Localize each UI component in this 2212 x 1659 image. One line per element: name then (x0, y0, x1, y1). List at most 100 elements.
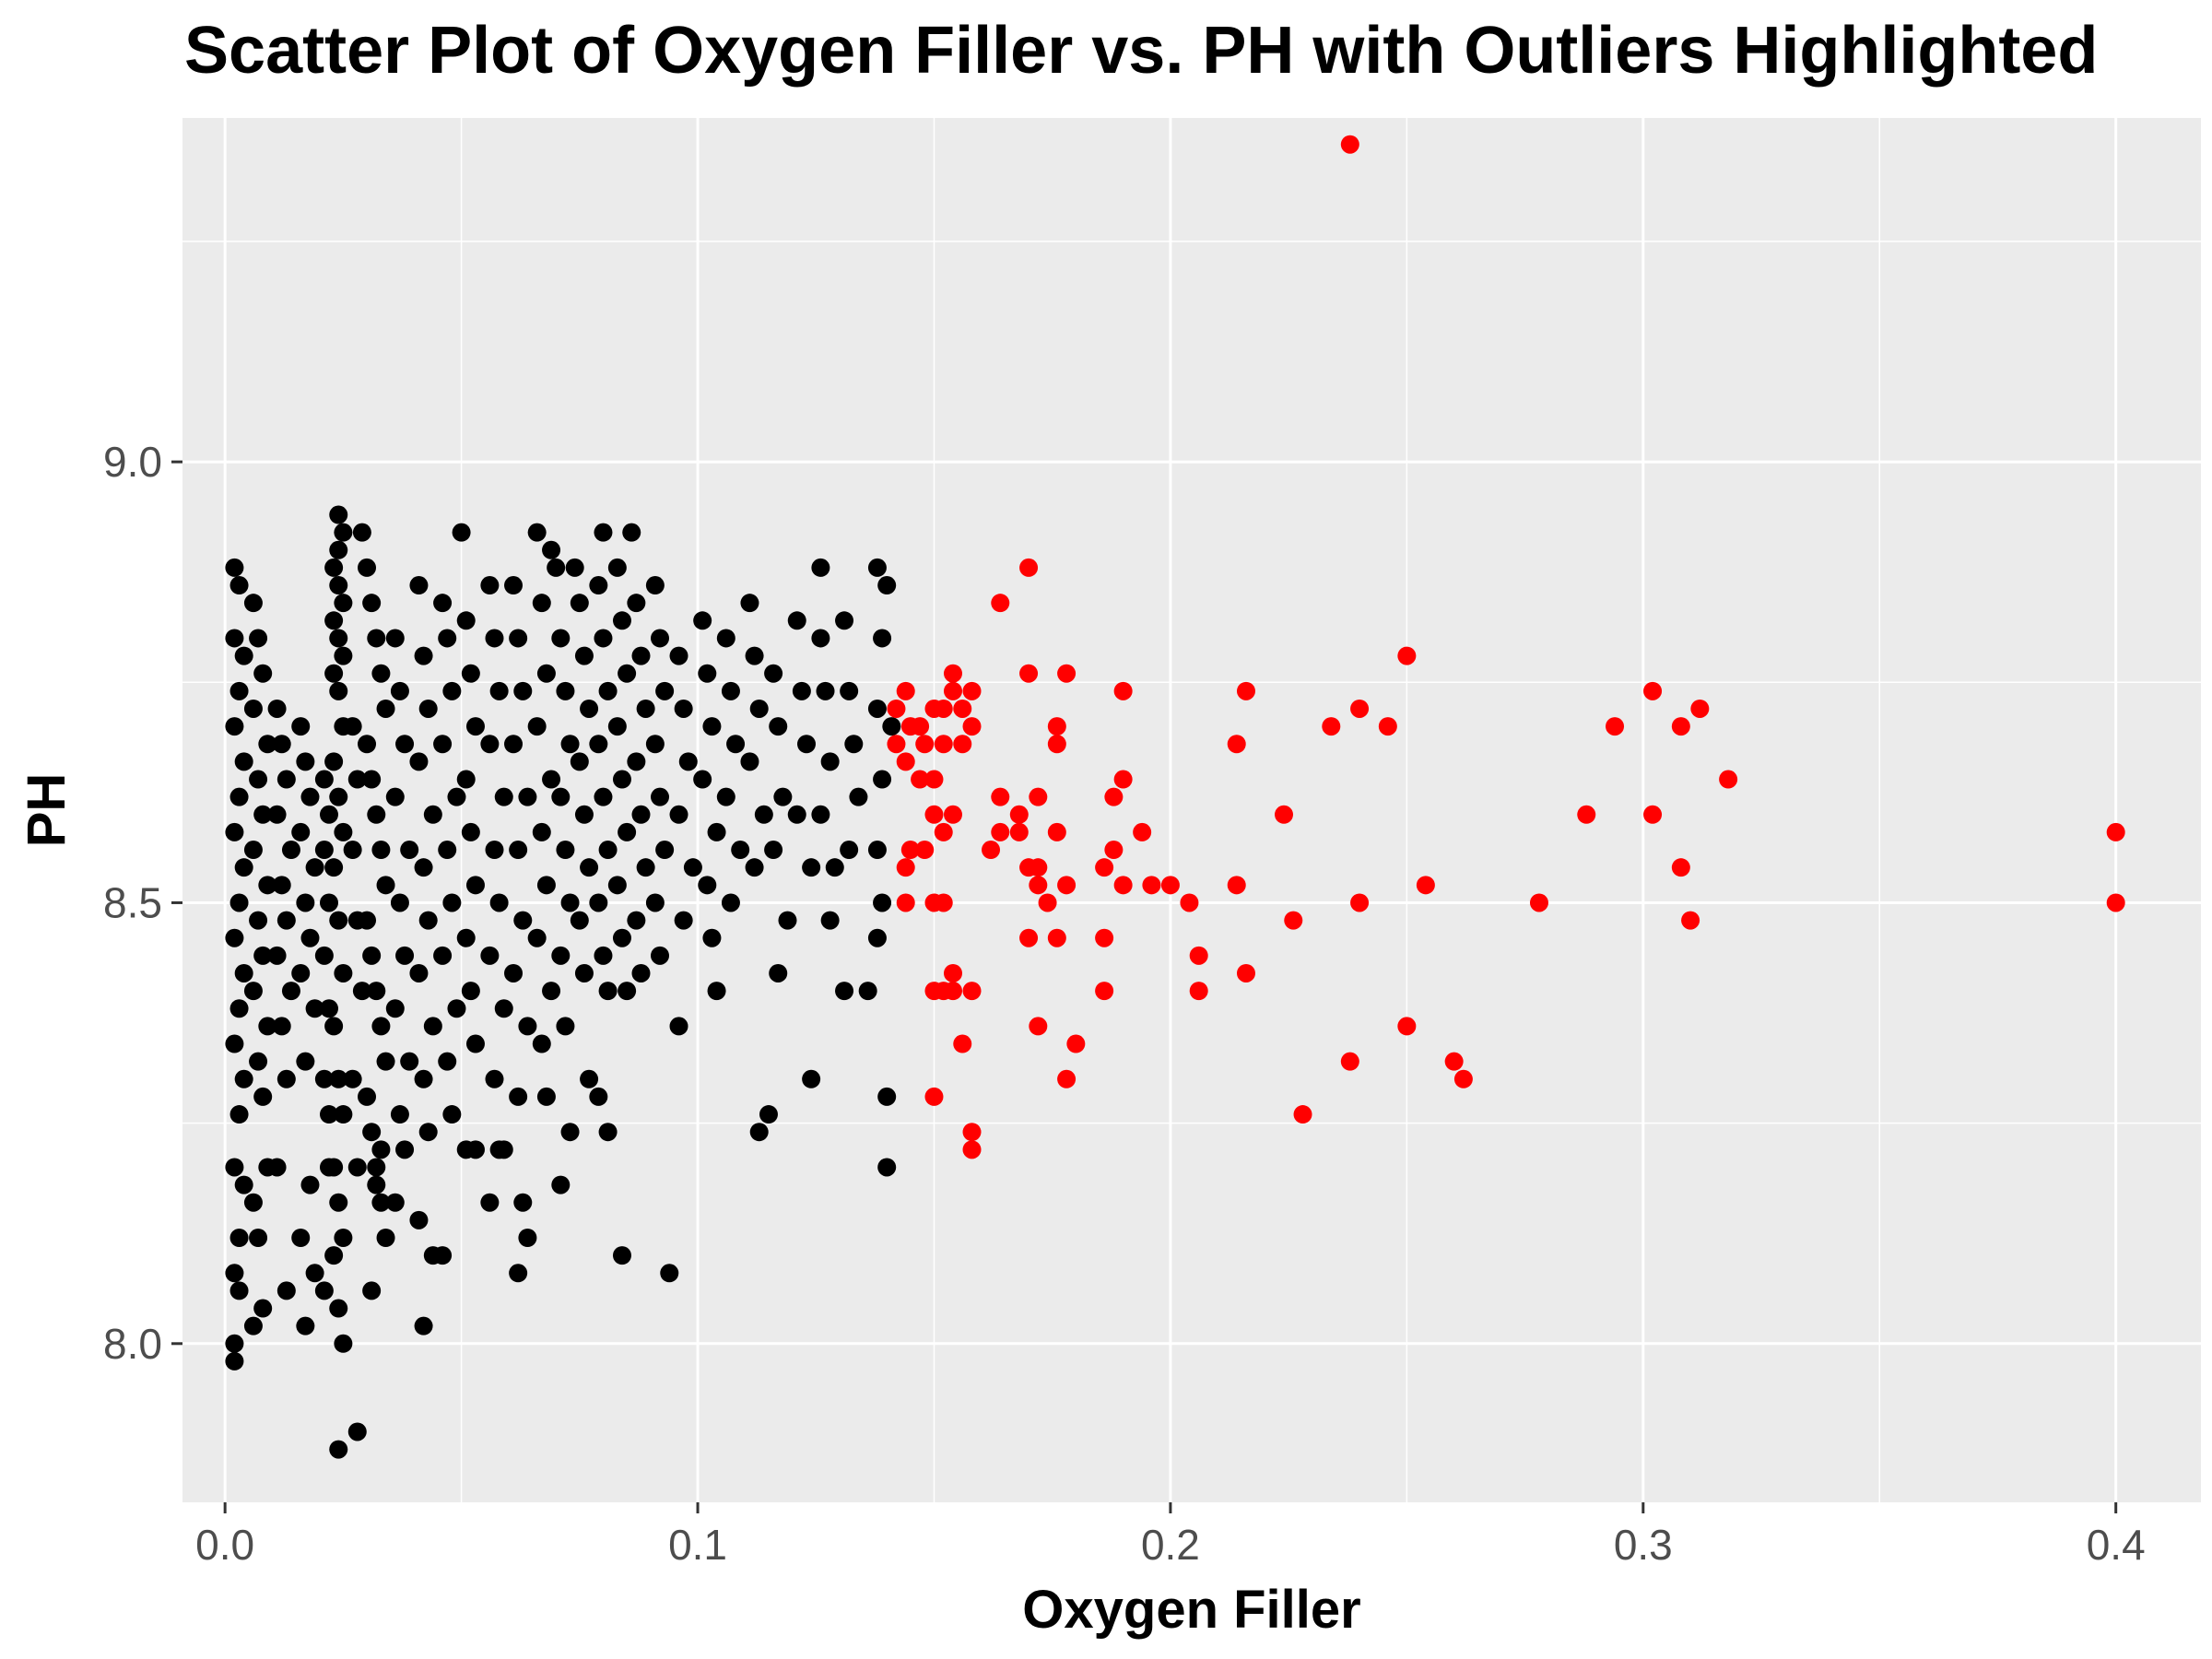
data-point (494, 999, 513, 1018)
outlier-point (1416, 876, 1435, 895)
data-point (272, 1017, 291, 1036)
outlier-point (1690, 699, 1710, 718)
data-point (385, 787, 405, 806)
data-point (367, 629, 386, 648)
data-point (329, 1440, 348, 1459)
data-point (645, 735, 665, 754)
data-point (385, 629, 405, 648)
data-point (532, 822, 551, 841)
data-point (452, 523, 471, 542)
data-point (693, 770, 712, 789)
outlier-point (943, 664, 962, 683)
data-point (631, 646, 651, 665)
data-point (234, 1175, 253, 1194)
data-point (234, 1069, 253, 1088)
data-point (414, 1316, 433, 1335)
outlier-point (1057, 664, 1077, 683)
data-point (423, 805, 442, 824)
data-point (249, 1052, 268, 1071)
data-point (362, 594, 382, 613)
data-point (518, 1017, 537, 1036)
data-point (249, 1228, 268, 1247)
data-point (281, 982, 300, 1001)
data-point (820, 911, 840, 930)
data-point (627, 911, 646, 930)
data-point (631, 963, 651, 982)
outlier-point (1019, 664, 1039, 683)
data-point (253, 946, 273, 965)
data-point (749, 699, 769, 718)
data-point (580, 858, 599, 877)
data-point (358, 735, 377, 754)
outlier-point (1681, 911, 1700, 930)
data-point (319, 999, 338, 1018)
data-point (418, 699, 438, 718)
data-point (835, 611, 854, 630)
data-point (352, 523, 371, 542)
outlier-point (1236, 963, 1255, 982)
data-point (291, 717, 311, 736)
data-point (362, 1281, 382, 1300)
data-point (324, 558, 344, 577)
data-point (574, 963, 594, 982)
outlier-point (1009, 805, 1029, 824)
data-point (334, 646, 353, 665)
outlier-point (1019, 558, 1039, 577)
outlier-point (1038, 893, 1057, 912)
data-point (329, 681, 348, 700)
data-point (461, 822, 480, 841)
outlier-point (1378, 717, 1397, 736)
data-point (305, 1264, 324, 1283)
outlier-point (1227, 876, 1246, 895)
data-point (347, 1422, 367, 1441)
data-point (702, 928, 722, 947)
data-point (225, 1264, 244, 1283)
data-point (329, 1193, 348, 1212)
data-point (334, 523, 353, 542)
data-point (802, 1069, 821, 1088)
data-point (574, 646, 594, 665)
outlier-point (934, 822, 953, 841)
data-point (513, 681, 533, 700)
data-point (418, 1123, 438, 1142)
data-point (674, 699, 693, 718)
outlier-point (1180, 893, 1199, 912)
data-point (442, 681, 462, 700)
outlier-point (1113, 770, 1133, 789)
data-point (651, 629, 670, 648)
data-point (740, 752, 759, 771)
data-point (636, 699, 655, 718)
data-point (343, 841, 362, 860)
data-point (456, 928, 476, 947)
outlier-point (953, 735, 972, 754)
data-point (683, 858, 702, 877)
data-point (234, 858, 253, 877)
data-point (787, 805, 806, 824)
outlier-point (991, 594, 1010, 613)
outlier-point (943, 681, 962, 700)
data-point (229, 893, 249, 912)
data-point (329, 576, 348, 595)
data-point (570, 752, 589, 771)
data-point (849, 787, 868, 806)
data-point (319, 1105, 338, 1124)
data-point (797, 735, 817, 754)
data-point (618, 664, 637, 683)
data-point (276, 1281, 296, 1300)
data-point (698, 876, 717, 895)
data-point (532, 1034, 551, 1053)
data-point (651, 946, 670, 965)
data-point (674, 911, 693, 930)
data-point (716, 787, 735, 806)
data-point (594, 523, 613, 542)
data-point (513, 911, 533, 930)
data-point (314, 946, 334, 965)
data-point (291, 963, 311, 982)
data-point (698, 664, 717, 683)
data-point (707, 822, 726, 841)
data-point (542, 540, 561, 559)
outlier-point (1577, 805, 1596, 824)
outlier-point (1293, 1105, 1312, 1124)
x-tick-label: 0.4 (2087, 1521, 2146, 1569)
data-point (334, 963, 353, 982)
